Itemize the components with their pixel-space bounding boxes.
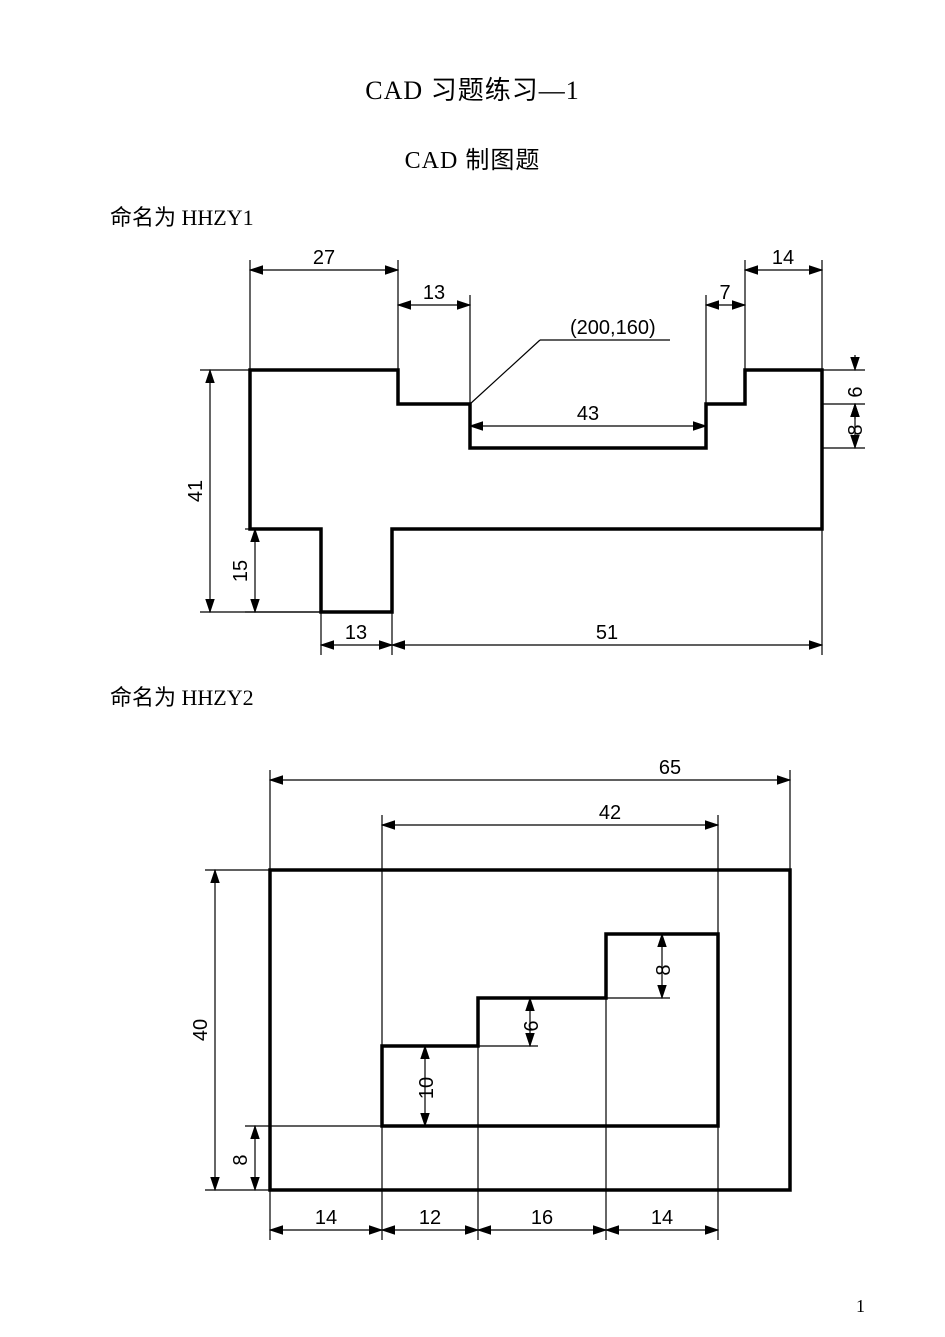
svg-text:27: 27 — [313, 247, 335, 269]
svg-text:15: 15 — [230, 560, 252, 582]
dim-7: 7 — [706, 282, 745, 404]
svg-text:13: 13 — [345, 622, 367, 644]
svg-text:40: 40 — [190, 1019, 212, 1041]
svg-text:14: 14 — [315, 1207, 337, 1229]
svg-text:14: 14 — [651, 1207, 673, 1229]
dim-14: 14 — [745, 247, 822, 370]
figure1-diagram: 27 13 14 7 — [170, 240, 870, 675]
dim-6-step: 6 — [478, 998, 543, 1046]
svg-text:42: 42 — [599, 802, 621, 824]
figure2-diagram: 65 42 40 8 — [170, 740, 870, 1265]
svg-text:6: 6 — [521, 1020, 543, 1031]
page-title-1: CAD 习题练习—1 — [0, 70, 945, 107]
page: CAD 习题练习—1 CAD 制图题 命名为 HHZY1 命名为 HHZY2 1 — [0, 0, 945, 1337]
dim-13-top: 13 — [398, 282, 470, 404]
dim-8-bottom: 8 — [230, 1126, 382, 1190]
svg-text:6: 6 — [845, 386, 867, 397]
svg-text:(200,160): (200,160) — [570, 317, 656, 339]
svg-text:65: 65 — [659, 757, 681, 779]
dim-8: 8 — [822, 404, 867, 448]
dim-42: 42 — [382, 802, 718, 1046]
dim-bottom-group: 14 12 16 14 — [270, 998, 718, 1240]
dim-51: 51 — [392, 529, 822, 655]
dim-8-step: 8 — [606, 934, 675, 998]
svg-text:8: 8 — [653, 964, 675, 975]
svg-text:16: 16 — [531, 1207, 553, 1229]
coord-label: (200,160) — [470, 317, 670, 404]
figure1-label: 命名为 HHZY1 — [110, 200, 254, 232]
svg-text:10: 10 — [416, 1077, 438, 1099]
dim-15: 15 — [230, 529, 321, 612]
figure1-outline — [250, 370, 822, 612]
dim-6: 6 — [822, 355, 867, 419]
page-title-2: CAD 制图题 — [0, 140, 945, 175]
dim-27: 27 — [250, 247, 398, 370]
svg-text:13: 13 — [423, 282, 445, 304]
svg-text:43: 43 — [577, 403, 599, 425]
svg-text:12: 12 — [419, 1207, 441, 1229]
figure2-label: 命名为 HHZY2 — [110, 680, 254, 712]
svg-text:8: 8 — [845, 424, 867, 435]
svg-text:14: 14 — [772, 247, 794, 269]
dim-43: 43 — [470, 403, 706, 426]
dim-13-bottom: 13 — [321, 529, 392, 655]
page-number: 1 — [856, 1296, 865, 1317]
svg-text:7: 7 — [719, 282, 730, 304]
svg-text:8: 8 — [230, 1154, 252, 1165]
svg-text:51: 51 — [596, 622, 618, 644]
dim-65: 65 — [270, 757, 790, 870]
svg-text:41: 41 — [185, 480, 207, 502]
dim-41: 41 — [185, 370, 321, 612]
dim-10-step: 10 — [382, 1046, 438, 1126]
dim-40: 40 — [190, 870, 270, 1190]
